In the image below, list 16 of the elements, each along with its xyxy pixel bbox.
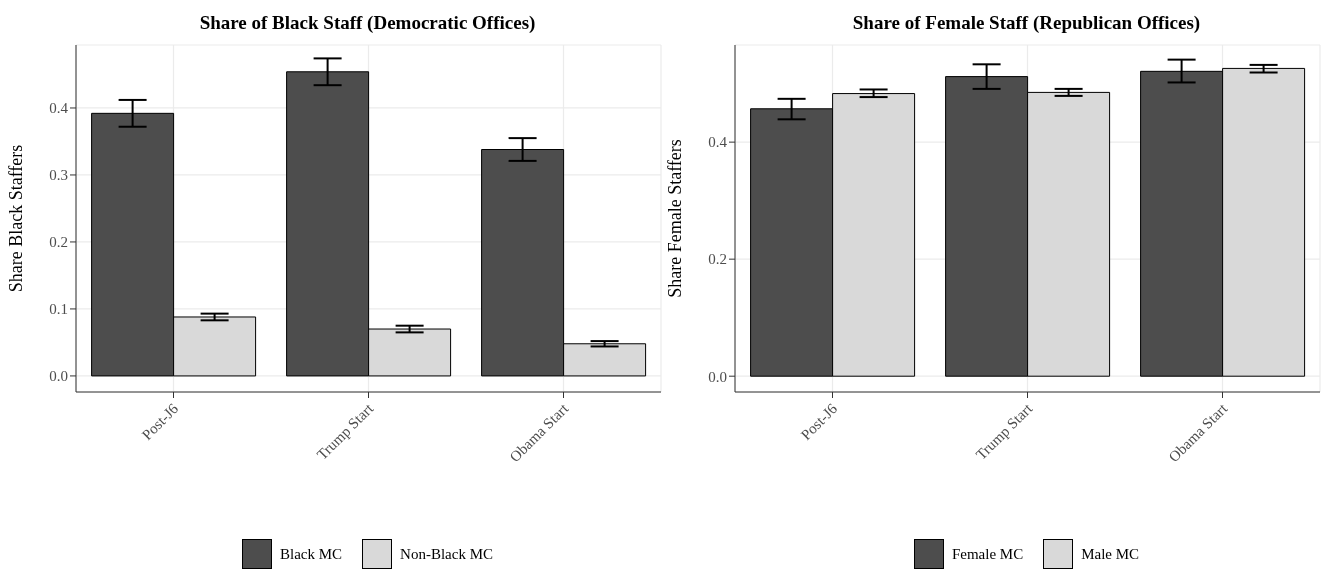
y-tick-label: 0.3	[49, 167, 68, 184]
y-tick-label: 0.2	[49, 234, 68, 251]
legend-label: Black MC	[279, 545, 343, 563]
y-axis-title: Share Black Staffers	[6, 144, 27, 293]
y-tick-label: 0.4	[708, 134, 728, 151]
y-tick-label: 0.0	[708, 368, 727, 385]
legend-label: Non-Black MC	[400, 545, 493, 563]
y-tick-label: 0.4	[49, 100, 69, 117]
y-tick-label: 0.0	[49, 368, 68, 385]
chart-title: Share of Female Staff (Republican Offices)	[851, 11, 1202, 35]
y-tick-label: 0.1	[49, 301, 68, 318]
y-tick-label: 0.2	[708, 251, 727, 268]
y-axis-title: Share Female Staffers	[665, 139, 686, 298]
legend-label: Female MC	[951, 545, 1024, 563]
chart-title: Share of Black Staff (Democratic Offices)	[198, 11, 537, 35]
legend-label: Male MC	[1081, 545, 1140, 563]
